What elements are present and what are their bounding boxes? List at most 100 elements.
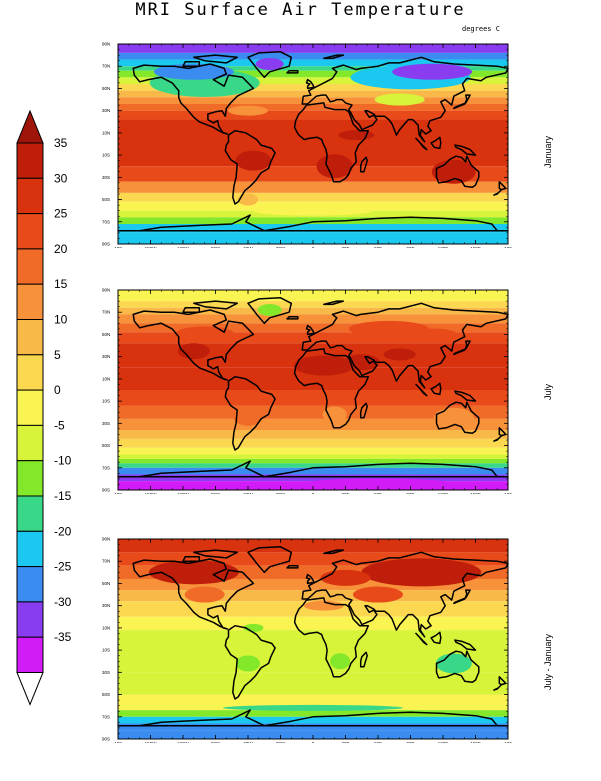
lon-label: 150E [470, 246, 481, 248]
lat-label: 90S [102, 242, 110, 247]
lon-label: 180 [114, 492, 122, 494]
lat-label: 70N [102, 559, 110, 564]
temperature-band [118, 463, 508, 468]
temperature-anomaly [235, 150, 272, 171]
coastline [415, 632, 428, 646]
colorbar-tick-label: 25 [54, 207, 68, 221]
temperature-band [118, 458, 508, 464]
temperature-anomaly [383, 348, 416, 361]
lon-label: 150E [470, 492, 481, 494]
panel-label-july-january: July - January [543, 633, 553, 690]
lon-label: 60W [243, 246, 253, 248]
colorbar-swatch [16, 283, 44, 321]
coastline [132, 309, 255, 381]
coastline [498, 427, 507, 437]
coastline [493, 683, 503, 691]
coastline [117, 709, 509, 727]
temperature-band [118, 332, 508, 344]
colorbar-tick-label: 0 [54, 383, 61, 397]
coastline [359, 651, 368, 668]
lon-label: 120W [177, 492, 190, 494]
temperature-band [118, 232, 508, 244]
map-panel-january: 90N 70N 50N 30N 10N 10S 30S 50S 70S 90S 180 150W 120… [102, 42, 512, 249]
temperature-anomaly [153, 63, 234, 80]
coastline [132, 558, 255, 630]
lon-label: 180 [114, 246, 122, 248]
colorbar-tick-label: 30 [54, 171, 68, 185]
temperature-anomaly [320, 569, 371, 586]
lon-label: 120W [177, 246, 190, 248]
lat-label: 30N [102, 354, 110, 359]
temperature-band [118, 418, 508, 430]
temperature-anomaly [316, 154, 353, 179]
temperature-band [118, 447, 508, 455]
coastline [453, 340, 471, 356]
coastline [301, 302, 509, 389]
lon-label: 120E [438, 741, 449, 743]
lon-label: 30E [341, 246, 349, 248]
lat-label: 30S [102, 175, 110, 180]
lon-label: 60W [243, 741, 253, 743]
colorbar-tick-label: 5 [54, 348, 61, 362]
colorbar-tick-label: 10 [54, 313, 68, 327]
colorbar-tick-label: -35 [54, 630, 72, 644]
colorbar-tick-label: 20 [54, 242, 68, 256]
temperature-band [118, 579, 508, 591]
temperature-band [118, 616, 508, 631]
temperature-band [118, 59, 508, 67]
temperature-band [118, 390, 508, 406]
map-panel-july: 90N 70N 50N 30N 10N 10S 30S 50S 70S 90S 180 150W 120… [102, 288, 512, 495]
coastline [498, 181, 507, 191]
lon-label: 30W [276, 246, 286, 248]
lon-label: 30W [276, 492, 286, 494]
temperature-band [118, 590, 508, 602]
temperature-band [118, 70, 508, 78]
colorbar-tick-label: -15 [54, 489, 72, 503]
colorbar-tick-label: -25 [54, 560, 72, 574]
temperature-band [118, 44, 508, 53]
temperature-band [118, 467, 508, 475]
coastline [323, 549, 345, 555]
panel-label-july: July [543, 383, 553, 400]
lat-label: 10S [102, 399, 110, 404]
lon-label: 60E [374, 741, 382, 743]
temperature-band [118, 290, 508, 302]
temperature-band [118, 301, 508, 308]
temperature-anomaly [338, 130, 375, 141]
coastline [430, 136, 442, 150]
coastline [293, 597, 370, 678]
temperature-band [118, 166, 508, 182]
temperature-anomaly [184, 586, 225, 603]
lon-label: 90E [406, 741, 414, 743]
colorbar-swatch [16, 354, 44, 391]
temperature-band [118, 430, 508, 439]
temperature-anomaly [392, 63, 473, 80]
lat-label: 10S [102, 648, 110, 653]
lat-label: 90N [102, 42, 110, 47]
coastline [286, 564, 299, 569]
lat-label: 50N [102, 581, 110, 586]
colorbar-swatch [16, 495, 44, 532]
lat-label: 90S [102, 737, 110, 742]
lat-label: 70S [102, 219, 110, 224]
coastline [182, 61, 201, 67]
temperature-anomaly [407, 328, 458, 341]
lon-label: 60E [374, 492, 382, 494]
coastline [454, 390, 477, 402]
colorbar-tick-label: -10 [54, 454, 72, 468]
lon-label: 0 [312, 741, 315, 743]
coastline [323, 300, 345, 306]
coastline [305, 573, 315, 585]
coastline [182, 307, 201, 313]
coastline [247, 51, 293, 79]
temperature-band [118, 723, 508, 731]
coastline [247, 546, 293, 574]
coastline [293, 348, 370, 429]
temperature-band [118, 405, 508, 419]
temperature-band [118, 52, 508, 60]
coastline [224, 375, 276, 451]
lon-label: 30E [341, 741, 349, 743]
coastline [359, 156, 368, 173]
coastline [493, 434, 503, 442]
temperature-band [118, 672, 508, 695]
